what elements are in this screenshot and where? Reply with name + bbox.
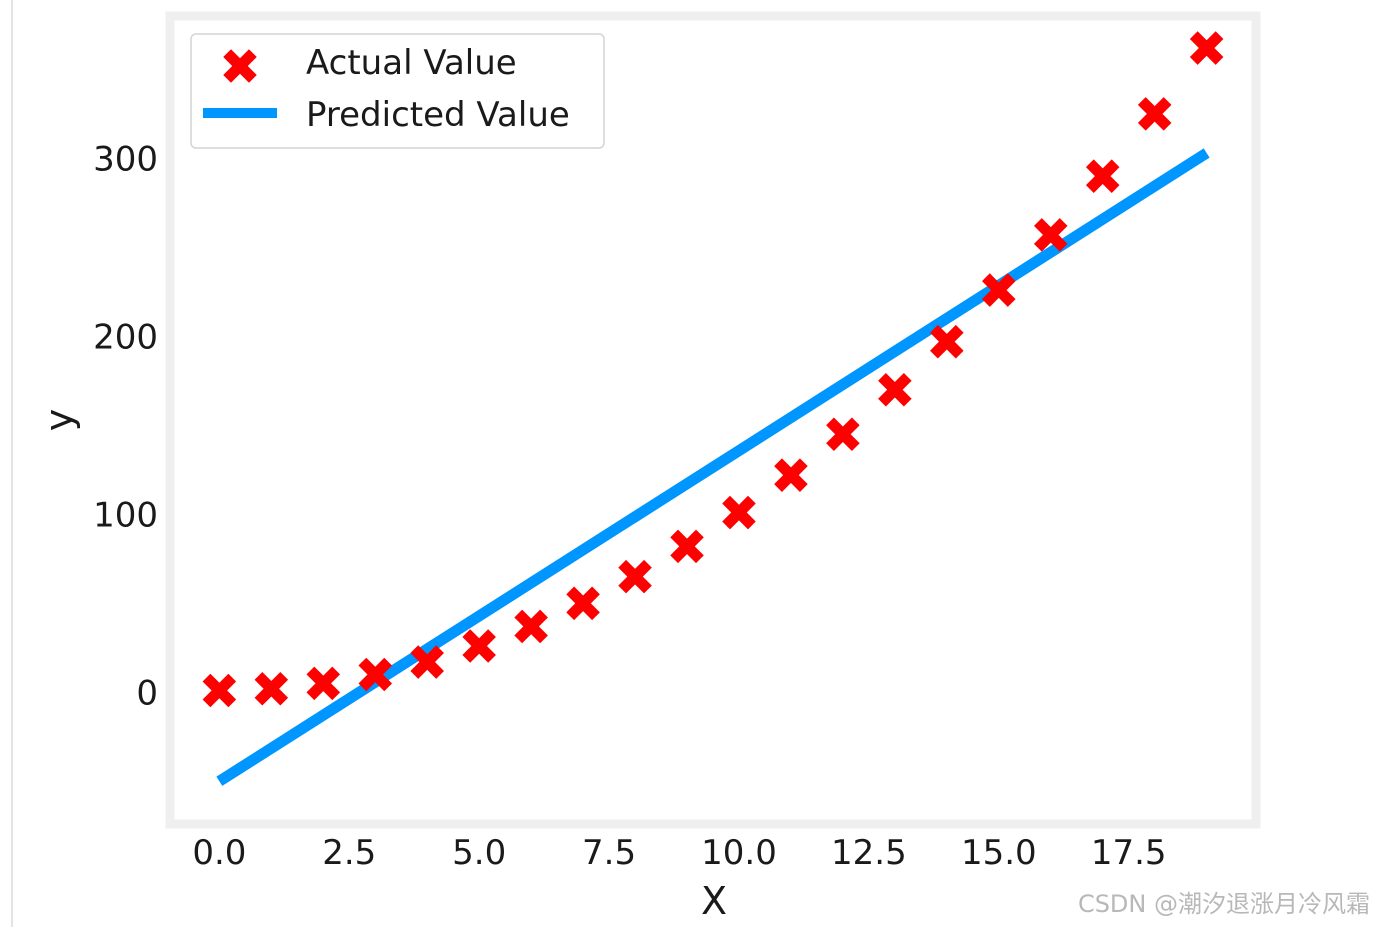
actual-value-point-stroke-b bbox=[514, 609, 548, 644]
actual-value-point-stroke-b bbox=[774, 458, 808, 492]
actual-value-point bbox=[1137, 97, 1172, 131]
actual-value-point-stroke-b bbox=[566, 586, 600, 621]
actual-value-point-stroke-b bbox=[358, 657, 393, 692]
actual-value-point-stroke-b bbox=[618, 559, 652, 594]
x-axis-label: X bbox=[701, 879, 727, 923]
actual-value-point bbox=[774, 458, 808, 492]
y-axis-label: y bbox=[37, 409, 81, 432]
actual-value-point bbox=[306, 666, 341, 701]
actual-value-point-stroke-b bbox=[722, 495, 756, 530]
actual-value-point-stroke-b bbox=[982, 273, 1016, 307]
actual-value-point bbox=[462, 629, 496, 663]
x-tick-label: 2.5 bbox=[322, 833, 376, 873]
legend-box bbox=[190, 33, 605, 149]
actual-value-point bbox=[930, 324, 964, 359]
series-layer bbox=[202, 31, 1224, 786]
actual-value-point-stroke-b bbox=[202, 673, 237, 708]
actual-value-point bbox=[722, 495, 756, 530]
actual-value-point-stroke-b bbox=[1189, 31, 1224, 65]
actual-value-point bbox=[254, 671, 289, 706]
actual-value-point bbox=[618, 559, 652, 594]
actual-value-point-stroke-b bbox=[1085, 159, 1120, 193]
y-tick-label: 0 bbox=[136, 673, 158, 713]
legend: Actual Value Predicted Value bbox=[190, 33, 605, 149]
actual-value-point-stroke-b bbox=[410, 645, 444, 679]
actual-value-point-stroke-b bbox=[878, 372, 912, 407]
legend-x-marker-stroke-b bbox=[223, 49, 257, 83]
actual-value-point-stroke-b bbox=[254, 671, 289, 706]
x-tick-label: 15.0 bbox=[961, 833, 1037, 873]
actual-value-point bbox=[982, 273, 1016, 307]
actual-value-point bbox=[202, 673, 237, 708]
y-tick-label: 300 bbox=[93, 139, 158, 179]
actual-value-point bbox=[878, 372, 912, 407]
actual-value-point-stroke-b bbox=[670, 529, 704, 564]
x-tick-label: 5.0 bbox=[452, 833, 506, 873]
actual-value-point bbox=[1189, 31, 1224, 65]
y-tick-labels: 0 100 200 300 bbox=[93, 139, 158, 713]
y-tick-label: 200 bbox=[93, 317, 158, 357]
y-tick-label: 100 bbox=[93, 495, 158, 535]
actual-value-point-stroke-b bbox=[826, 417, 860, 452]
actual-value-point bbox=[410, 645, 444, 679]
actual-value-point bbox=[670, 529, 704, 564]
actual-value-point-stroke-b bbox=[462, 629, 496, 663]
legend-label-predicted: Predicted Value bbox=[306, 95, 570, 135]
actual-value-point-stroke-b bbox=[306, 666, 341, 701]
x-tick-label: 17.5 bbox=[1091, 833, 1167, 873]
x-tick-label: 10.0 bbox=[701, 833, 777, 873]
actual-value-point-stroke-b bbox=[930, 324, 964, 359]
legend-marker-actual bbox=[223, 49, 257, 83]
actual-value-point bbox=[826, 417, 860, 452]
actual-value-point bbox=[566, 586, 600, 621]
x-tick-label: 12.5 bbox=[831, 833, 907, 873]
actual-value-point-stroke-b bbox=[1033, 218, 1068, 252]
actual-value-point bbox=[514, 609, 548, 644]
x-tick-label: 7.5 bbox=[582, 833, 636, 873]
actual-value-point bbox=[358, 657, 393, 692]
plot-frame bbox=[165, 11, 1261, 829]
actual-value-point bbox=[1085, 159, 1120, 193]
actual-value-point bbox=[1033, 218, 1068, 252]
legend-x-marker bbox=[223, 49, 257, 83]
actual-value-point-stroke-b bbox=[1137, 97, 1172, 131]
legend-label-actual: Actual Value bbox=[306, 43, 517, 83]
watermark-text: CSDN @潮汐退涨月冷风霜 bbox=[1078, 890, 1370, 918]
x-tick-label: 0.0 bbox=[192, 833, 246, 873]
x-tick-labels: 0.0 2.5 5.0 7.5 10.0 12.5 15.0 17.5 bbox=[192, 833, 1166, 873]
